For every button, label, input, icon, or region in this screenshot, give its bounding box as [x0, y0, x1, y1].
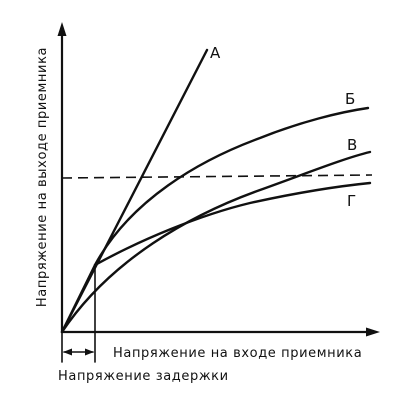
curve-b [60, 106, 370, 334]
delay-arrow-left [63, 348, 72, 356]
curve-g-label: Г [347, 192, 356, 210]
x-axis-label: Напряжение на входе приемника [113, 346, 362, 361]
curve-g [93, 181, 372, 267]
curve-v [60, 150, 372, 334]
curve-b-label: Б [345, 90, 355, 108]
y-axis-arrow [57, 22, 67, 36]
dashed-level-line [61, 174, 373, 179]
x-axis-arrow [366, 327, 380, 337]
delay-arrow-right [85, 348, 94, 356]
y-axis-label: Напряжение на выходе приемника [35, 47, 50, 307]
delay-label: Напряжение задержки [58, 369, 229, 384]
curve-v-label: В [347, 136, 357, 154]
curve-a-label: А [210, 44, 221, 62]
